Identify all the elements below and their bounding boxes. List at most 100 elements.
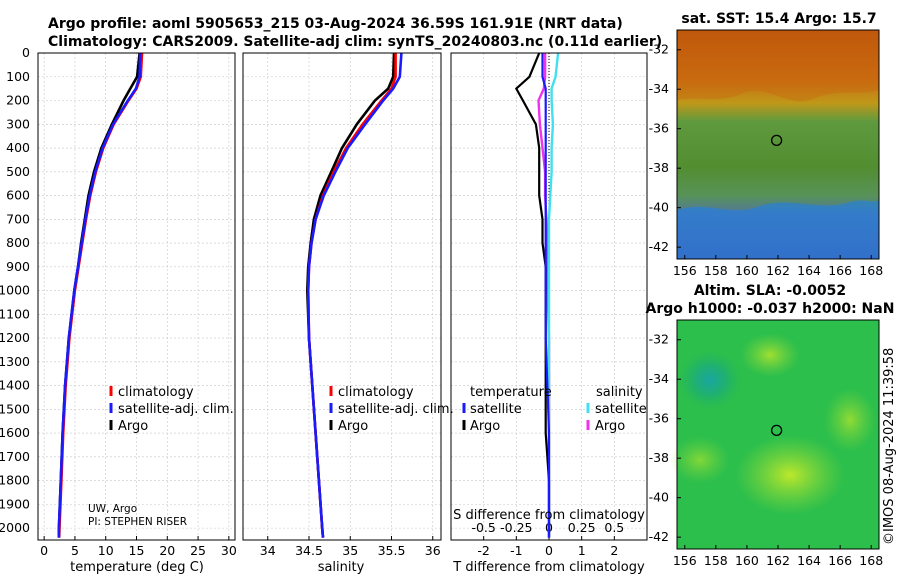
depth-tick-label: 500 (6, 164, 30, 179)
depth-axis: 0 100 200 300 400 500 600 700 800 900 1000 1100 1200… (0, 45, 30, 535)
legend-climatology: climatology (338, 385, 414, 400)
sst-warm-region (677, 30, 879, 102)
map-y-tick-label: -32 (649, 42, 669, 57)
x-tick-label: 35 (342, 543, 358, 558)
sst-argo-position-marker (770, 134, 783, 147)
depth-tick-label: 1600 (0, 425, 30, 440)
temperature-legend: climatology satellite-adj. clim. Argo (109, 385, 234, 434)
sla-argo-position-marker (770, 424, 783, 437)
map-x-tick-label: 156 (673, 263, 697, 278)
x-tick-label: 0 (40, 543, 48, 558)
map-x-tick-label: 168 (859, 553, 883, 568)
map-x-tick-label: 160 (735, 263, 759, 278)
map-x-tick-label: 160 (735, 553, 759, 568)
s-tick-label: 0.5 (604, 520, 624, 535)
map-y-tick-label: -40 (649, 490, 669, 505)
x-tick-label: 2 (610, 543, 618, 558)
sst-cold-region (677, 200, 879, 259)
x-tick-label: -2 (477, 543, 489, 558)
depth-tick-label: 1100 (0, 306, 30, 321)
satellite-adj-salinity-line (306, 52, 403, 538)
depth-tick-label: 900 (6, 259, 30, 274)
legend-argo: Argo (338, 419, 368, 434)
sla-warm-region (670, 436, 730, 484)
map-x-tick-label: 162 (766, 263, 790, 278)
x-tick-label: 36 (425, 543, 441, 558)
legend-s-argo: Argo (595, 419, 625, 434)
info-line1: UW, Argo (88, 503, 137, 515)
map-x-tick-label: 156 (673, 553, 697, 568)
s-tick-label: 0.25 (568, 520, 596, 535)
sla-cold-eddy (678, 350, 742, 410)
depth-tick-label: 2000 (0, 520, 30, 535)
map-y-tick-label: -40 (649, 200, 669, 215)
map-y-tick-label: -36 (649, 411, 669, 426)
sla-warm-region (735, 435, 845, 515)
temperature-panel: 0 5 10 15 20 25 30 (37, 52, 237, 558)
map-x-tick-label: 166 (828, 553, 852, 568)
map-y-tick-label: -42 (649, 239, 669, 254)
x-tick-label: 34 (260, 543, 276, 558)
depth-tick-label: 1800 (0, 473, 30, 488)
map-x-tick-label: 164 (797, 553, 821, 568)
salinity-legend: climatology satellite-adj. clim. Argo (329, 385, 454, 434)
depth-tick-label: 1700 (0, 449, 30, 464)
x-tick-label: 10 (98, 543, 114, 558)
legend-climatology: climatology (118, 385, 194, 400)
depth-tick-label: 1500 (0, 401, 30, 416)
legend-satellite-adj: satellite-adj. clim. (338, 402, 454, 417)
map-y-tick-label: -38 (649, 160, 669, 175)
x-tick-label: -1 (510, 543, 522, 558)
difference-panel: -2 -1 0 1 2-0.5 -0.25 0 0.25 0.5 (450, 52, 648, 558)
satellite-adj-temperature-line (57, 52, 142, 538)
x-tick-label: 35.5 (378, 543, 406, 558)
legend-t-satellite: satellite (470, 402, 522, 417)
x-tick-label: 1 (578, 543, 586, 558)
legend-t-argo: Argo (470, 419, 500, 434)
header-line2: Climatology: CARS2009. Satellite-adj cli… (48, 34, 662, 50)
depth-tick-label: 800 (6, 235, 30, 250)
depth-tick-label: 700 (6, 211, 30, 226)
map-y-tick-label: -36 (649, 121, 669, 136)
header-line1: Argo profile: aoml 5905653_215 03-Aug-20… (48, 16, 623, 32)
map-x-tick-label: 158 (704, 553, 728, 568)
map-x-tick-label: 158 (704, 263, 728, 278)
legend-argo: Argo (118, 419, 148, 434)
satellite-t-difference-line (541, 53, 551, 538)
legend-s-satellite: satellite (595, 402, 647, 417)
s-tick-label: -0.25 (500, 520, 532, 535)
sla-warm-region (740, 333, 800, 377)
map-y-tick-label: -34 (649, 81, 669, 96)
sla-warm-region (824, 388, 876, 452)
depth-tick-label: 1900 (0, 496, 30, 511)
salinity-xlabel: salinity (318, 560, 365, 575)
salinity-panel: 34 34.5 35 35.5 36 (242, 52, 442, 558)
legend-temperature-title: temperature (470, 385, 552, 400)
depth-tick-label: 1200 (0, 330, 30, 345)
depth-tick-label: 200 (6, 93, 30, 108)
map-y-tick-label: -42 (649, 529, 669, 544)
argo-t-difference-line (514, 52, 551, 538)
sla-map: Altim. SLA: -0.0052 Argo h1000: -0.037 h… (646, 283, 895, 568)
info-line2: PI: STEPHEN RISER (88, 516, 187, 528)
x-tick-label: 25 (190, 543, 206, 558)
map-y-tick-label: -34 (649, 371, 669, 386)
depth-tick-label: 0 (22, 45, 30, 60)
map-x-tick-label: 168 (859, 263, 883, 278)
legend-satellite-adj: satellite-adj. clim. (118, 402, 234, 417)
sla-map-title-line1: Altim. SLA: -0.0052 (694, 283, 846, 299)
s-difference-xlabel: S difference from climatology (453, 508, 645, 523)
x-tick-label: 15 (129, 543, 145, 558)
depth-tick-label: 1300 (0, 354, 30, 369)
x-tick-label: 0 (545, 543, 553, 558)
map-x-tick-label: 166 (828, 263, 852, 278)
temperature-xlabel: temperature (deg C) (70, 560, 204, 575)
depth-tick-label: 300 (6, 116, 30, 131)
map-y-tick-label: -32 (649, 332, 669, 347)
map-x-tick-label: 162 (766, 553, 790, 568)
x-tick-label: 5 (71, 543, 79, 558)
legend-salinity-title: salinity (596, 385, 643, 400)
map-x-tick-label: 164 (797, 263, 821, 278)
sst-map-title: sat. SST: 15.4 Argo: 15.7 (681, 11, 876, 27)
